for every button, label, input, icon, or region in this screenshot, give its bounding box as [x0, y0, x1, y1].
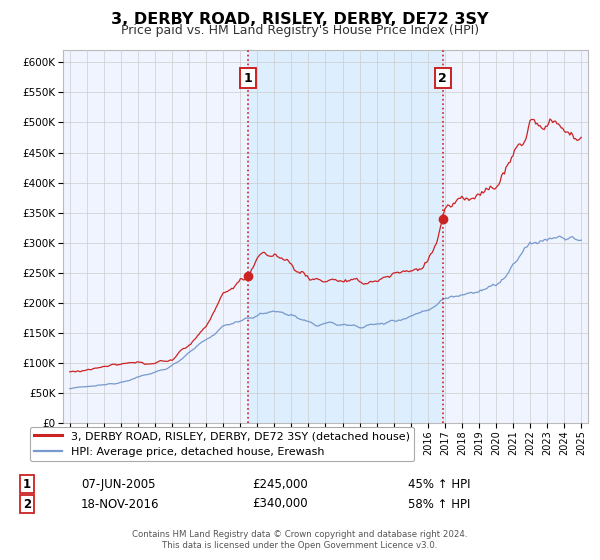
Text: 3, DERBY ROAD, RISLEY, DERBY, DE72 3SY: 3, DERBY ROAD, RISLEY, DERBY, DE72 3SY: [111, 12, 489, 27]
Text: 2: 2: [439, 72, 447, 85]
Text: 07-JUN-2005: 07-JUN-2005: [81, 478, 155, 491]
Text: This data is licensed under the Open Government Licence v3.0.: This data is licensed under the Open Gov…: [163, 541, 437, 550]
Text: £245,000: £245,000: [252, 478, 308, 491]
Text: 1: 1: [244, 72, 252, 85]
Text: Contains HM Land Registry data © Crown copyright and database right 2024.: Contains HM Land Registry data © Crown c…: [132, 530, 468, 539]
Legend: 3, DERBY ROAD, RISLEY, DERBY, DE72 3SY (detached house), HPI: Average price, det: 3, DERBY ROAD, RISLEY, DERBY, DE72 3SY (…: [29, 427, 414, 461]
Text: 58% ↑ HPI: 58% ↑ HPI: [408, 497, 470, 511]
Text: 45% ↑ HPI: 45% ↑ HPI: [408, 478, 470, 491]
Text: 1: 1: [23, 478, 31, 491]
Bar: [248, 50, 443, 423]
Text: Price paid vs. HM Land Registry's House Price Index (HPI): Price paid vs. HM Land Registry's House …: [121, 24, 479, 36]
Text: 18-NOV-2016: 18-NOV-2016: [81, 497, 160, 511]
Text: £340,000: £340,000: [252, 497, 308, 511]
Text: 2: 2: [23, 497, 31, 511]
